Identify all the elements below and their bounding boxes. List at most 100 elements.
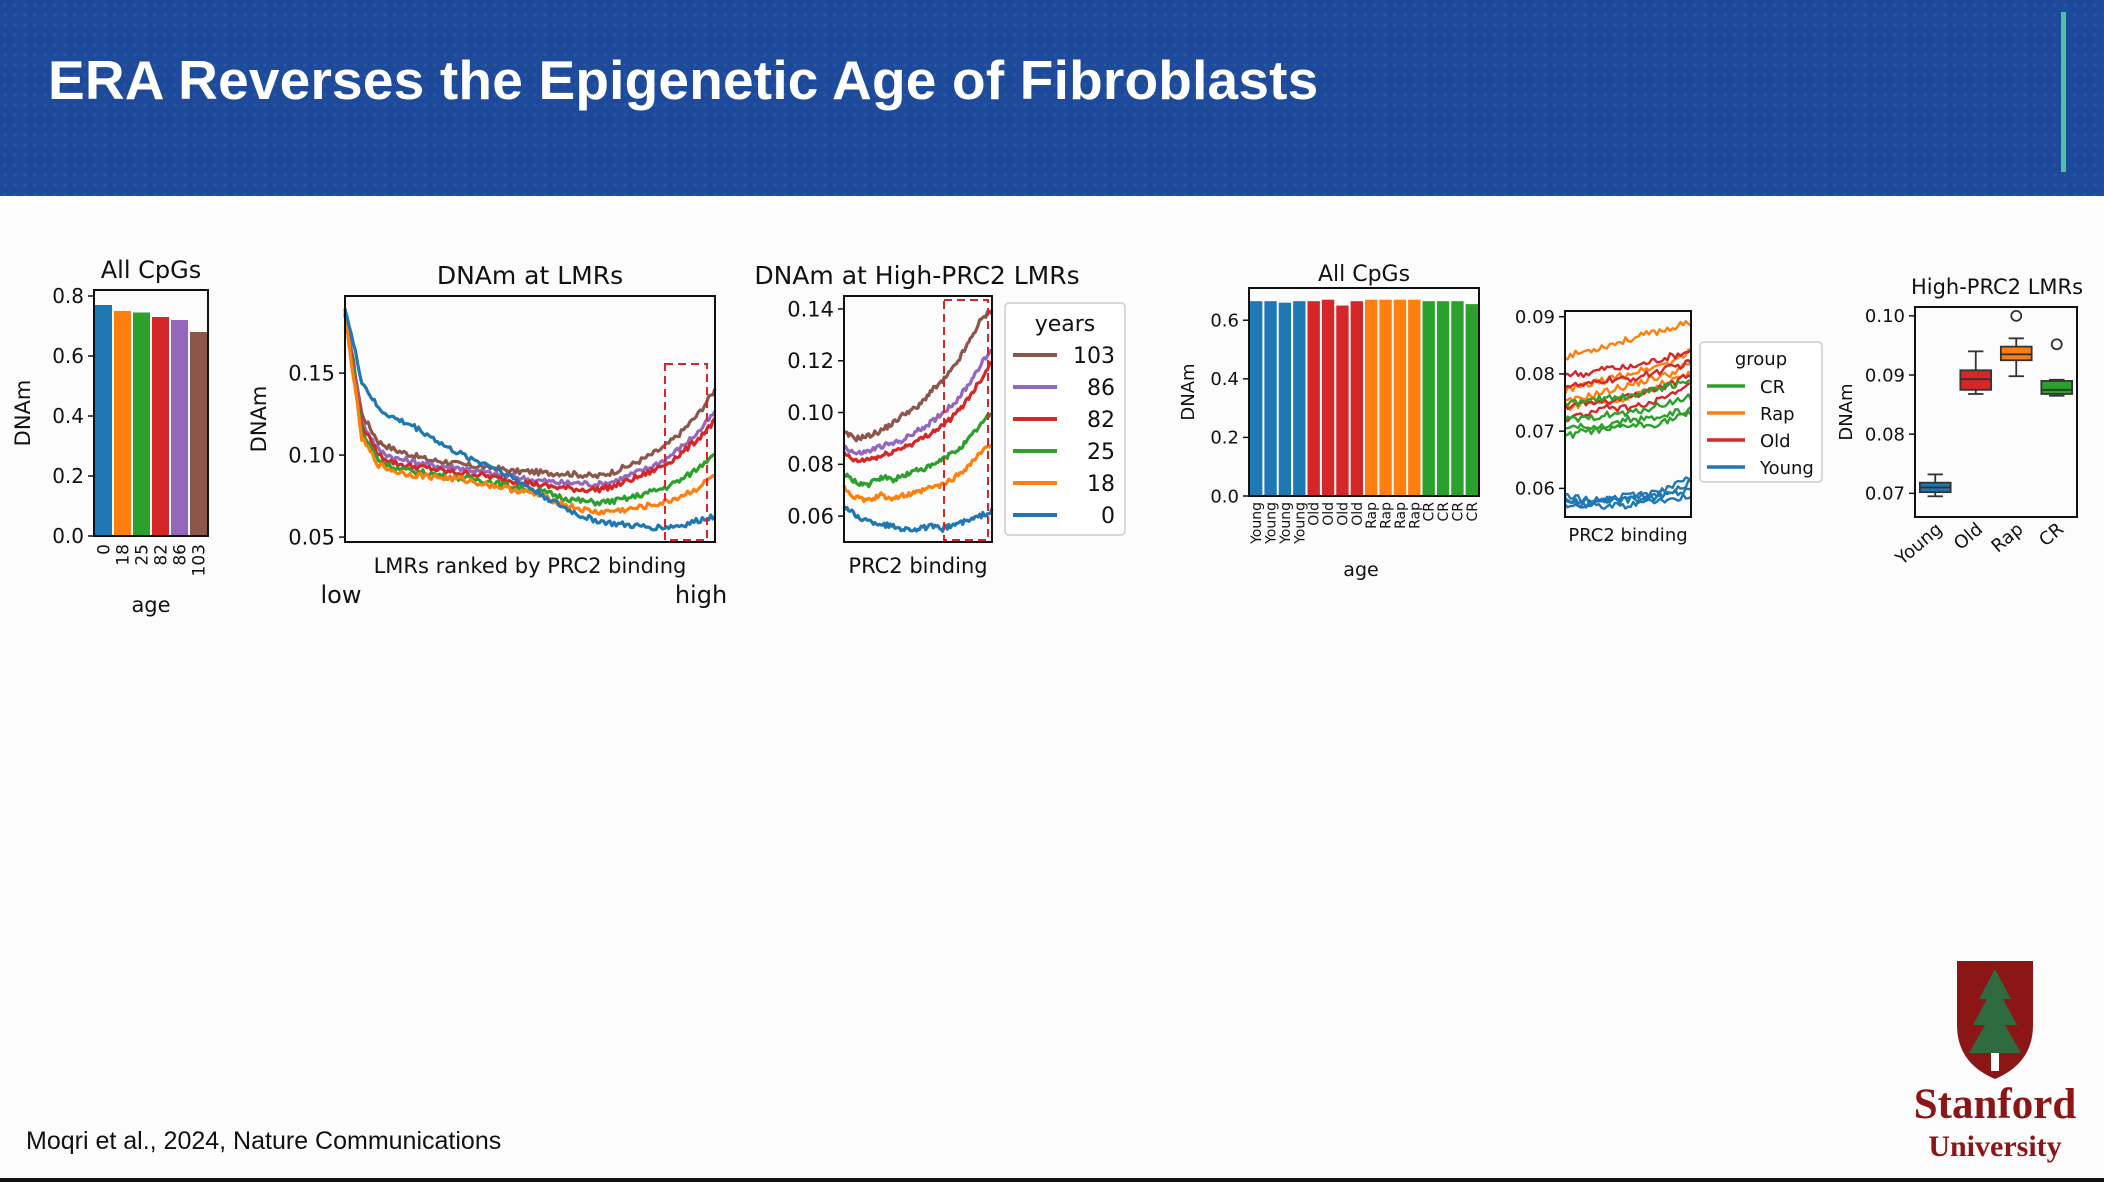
stanford-logo: Stanford University <box>1895 955 2095 1165</box>
accent-bar <box>2061 12 2066 172</box>
panel-a-ylabel: DNAm <box>11 380 35 447</box>
panel-f-xtick-CR: CR <box>2035 519 2068 551</box>
panel-d-xtick-11: Rap <box>1407 502 1423 529</box>
panel-d-ytick-label-3: 0.6 <box>1210 311 1239 332</box>
panel-c-xlabel: PRC2 binding <box>848 554 987 578</box>
panel-b-low-label: low <box>321 581 362 609</box>
bottom-rule <box>0 1178 2104 1182</box>
panel-e-xlabel: PRC2 binding <box>1568 525 1687 546</box>
panel-d-bar-Young-1 <box>1264 301 1277 496</box>
panel-f-ytick-label-1: 0.08 <box>1865 424 1905 445</box>
panel-a-ytick-label-0: 0.0 <box>52 524 84 548</box>
panel-d-bar-Rap-9 <box>1379 299 1392 496</box>
panel-f-outlier-Rap-0 <box>2010 309 2023 322</box>
panel-d-ytick-label-0: 0.0 <box>1210 486 1239 507</box>
panel-a-bar-82 <box>152 317 169 536</box>
panel-e-line-Old-4 <box>1564 348 1692 379</box>
panel-b-ylabel: DNAm <box>247 386 271 453</box>
panel-e-line-CR-11 <box>1564 410 1692 439</box>
panel-c-title: DNAm at High-PRC2 LMRs <box>754 261 1079 290</box>
panel-e-line-Young-15 <box>1564 493 1692 510</box>
panel-f-ytick-label-0: 0.07 <box>1865 484 1905 505</box>
panel-a-bar-103 <box>190 332 207 536</box>
panel-d-frame <box>1248 287 1480 497</box>
panel-d-xtick-10: Rap <box>1393 502 1409 529</box>
panel-c-legend-title: years <box>1035 312 1096 337</box>
panel-e-ytick-label-2: 0.08 <box>1515 364 1555 385</box>
panel-c-legend-label-18: 18 <box>1087 472 1115 497</box>
panel-f-xtick-Old: Old <box>1950 519 1987 555</box>
panel-b-line-25 <box>343 313 716 507</box>
panel-d-xtick-15: CR <box>1465 502 1481 522</box>
panel-b-xlabel: LMRs ranked by PRC2 binding <box>374 554 687 578</box>
panel-a-xtick-18: 18 <box>114 544 134 566</box>
panel-d-bar-CR-12 <box>1422 301 1435 496</box>
panel-b-ytick-label-1: 0.10 <box>288 443 335 467</box>
panel-a-xtick-25: 25 <box>133 544 153 566</box>
panel-a-xtick-103: 103 <box>190 544 210 576</box>
logo-subtext: University <box>1928 1130 2062 1163</box>
panel-d-bar-Rap-11 <box>1408 299 1421 496</box>
panel-d-xtick-14: CR <box>1450 502 1466 522</box>
panel-d-bar-Old-6 <box>1336 305 1349 496</box>
panel-a-ytick-label-4: 0.8 <box>52 284 84 308</box>
panel-d-xtick-0: Young <box>1249 502 1265 545</box>
panel-d-bar-CR-13 <box>1436 301 1450 496</box>
panel-c-line-25 <box>843 412 993 489</box>
panel-f-ytick-label-3: 0.10 <box>1865 306 1905 327</box>
panel-d-bar-Old-7 <box>1350 301 1363 496</box>
panel-a-xtick-0: 0 <box>95 544 115 555</box>
panel-e-line-CR-8 <box>1564 379 1692 407</box>
panel-a-ytick-label-2: 0.4 <box>52 404 84 428</box>
logo-wordmark: Stanford <box>1913 1081 2077 1128</box>
panel-c-ytick-label-4: 0.14 <box>787 297 834 321</box>
panel-f-title: High-PRC2 LMRs <box>1911 275 2083 299</box>
panel-b-line-82 <box>343 314 717 494</box>
panel-a-bar-0 <box>95 305 112 536</box>
tree-seal-icon <box>1957 961 2033 1079</box>
panel-f-ytick-label-2: 0.09 <box>1865 365 1905 386</box>
panel-e-legend-label-CR: CR <box>1760 377 1785 398</box>
panel-d-xtick-8: Rap <box>1364 502 1380 529</box>
panel-a-bar-86 <box>171 320 188 536</box>
panel-c-line-86 <box>843 348 994 456</box>
panel-c-line-103 <box>843 309 994 443</box>
panel-c-legend-label-86: 86 <box>1087 376 1115 401</box>
panel-d-bar-Rap-10 <box>1393 299 1407 496</box>
panel-e-line-Rap-2 <box>1564 362 1692 403</box>
panel-d-ytick-label-1: 0.2 <box>1210 428 1239 449</box>
citation: Moqri et al., 2024, Nature Communication… <box>26 1127 502 1155</box>
panel-b-line-18 <box>343 311 716 516</box>
panel-d-xtick-9: Rap <box>1379 502 1395 529</box>
panel-d-bar-CR-14 <box>1451 301 1464 496</box>
panel-d-bar-Old-4 <box>1307 301 1320 496</box>
panel-b-line-86 <box>343 312 717 489</box>
panel-e-line-CR-9 <box>1563 393 1693 423</box>
panel-a-xtick-86: 86 <box>171 544 191 566</box>
panel-e-ytick-label-1: 0.07 <box>1515 421 1555 442</box>
panel-c-highlight-box <box>943 299 989 541</box>
panel-b-ytick-label-2: 0.15 <box>288 361 335 385</box>
panel-a-title: All CpGs <box>101 256 201 284</box>
panel-d-xtick-2: Young <box>1278 502 1294 545</box>
panel-e-line-Old-5 <box>1564 359 1692 390</box>
panel-e-legend-title: group <box>1735 349 1787 370</box>
panel-d-ytick-label-2: 0.4 <box>1210 369 1239 390</box>
panel-a-xtick-82: 82 <box>152 544 172 566</box>
panel-f-xtick-Rap: Rap <box>1987 519 2027 557</box>
panel-f-box-CR <box>2040 380 2074 395</box>
panel-d-title: All CpGs <box>1318 262 1410 287</box>
panel-b-highlight-box <box>664 363 708 541</box>
panel-d-bar-Young-0 <box>1250 301 1263 496</box>
panel-d-ylabel: DNAm <box>1178 363 1199 420</box>
panel-b-ytick-label-0: 0.05 <box>288 525 335 549</box>
panel-a-bar-18 <box>114 311 131 536</box>
panel-c-legend-box <box>1004 302 1126 536</box>
panel-c-ytick-label-3: 0.12 <box>787 349 834 373</box>
panel-d-bar-Young-3 <box>1293 301 1306 496</box>
panel-e-ytick-label-3: 0.09 <box>1515 307 1555 328</box>
panel-a-xlabel: age <box>131 593 170 617</box>
panel-b-title: DNAm at LMRs <box>437 261 623 290</box>
panel-d-xtick-1: Young <box>1264 502 1280 545</box>
